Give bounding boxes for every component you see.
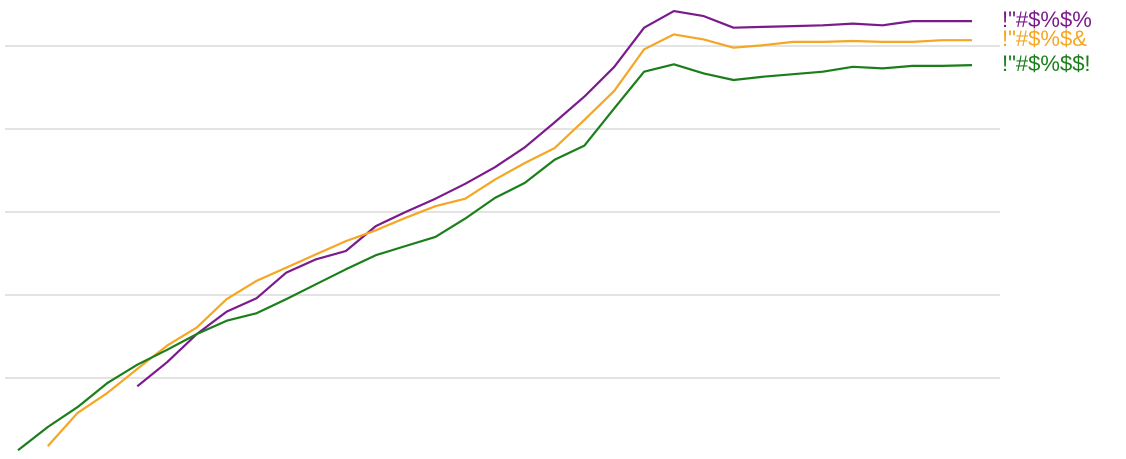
- series-line: [136, 10, 972, 388]
- series-label: !"#$%$%: [1002, 7, 1092, 32]
- series-line: [17, 63, 973, 452]
- series-label: !"#$%$$!: [1002, 51, 1091, 76]
- series-line: [46, 33, 972, 447]
- series-label: !"#$%$&: [1002, 26, 1087, 51]
